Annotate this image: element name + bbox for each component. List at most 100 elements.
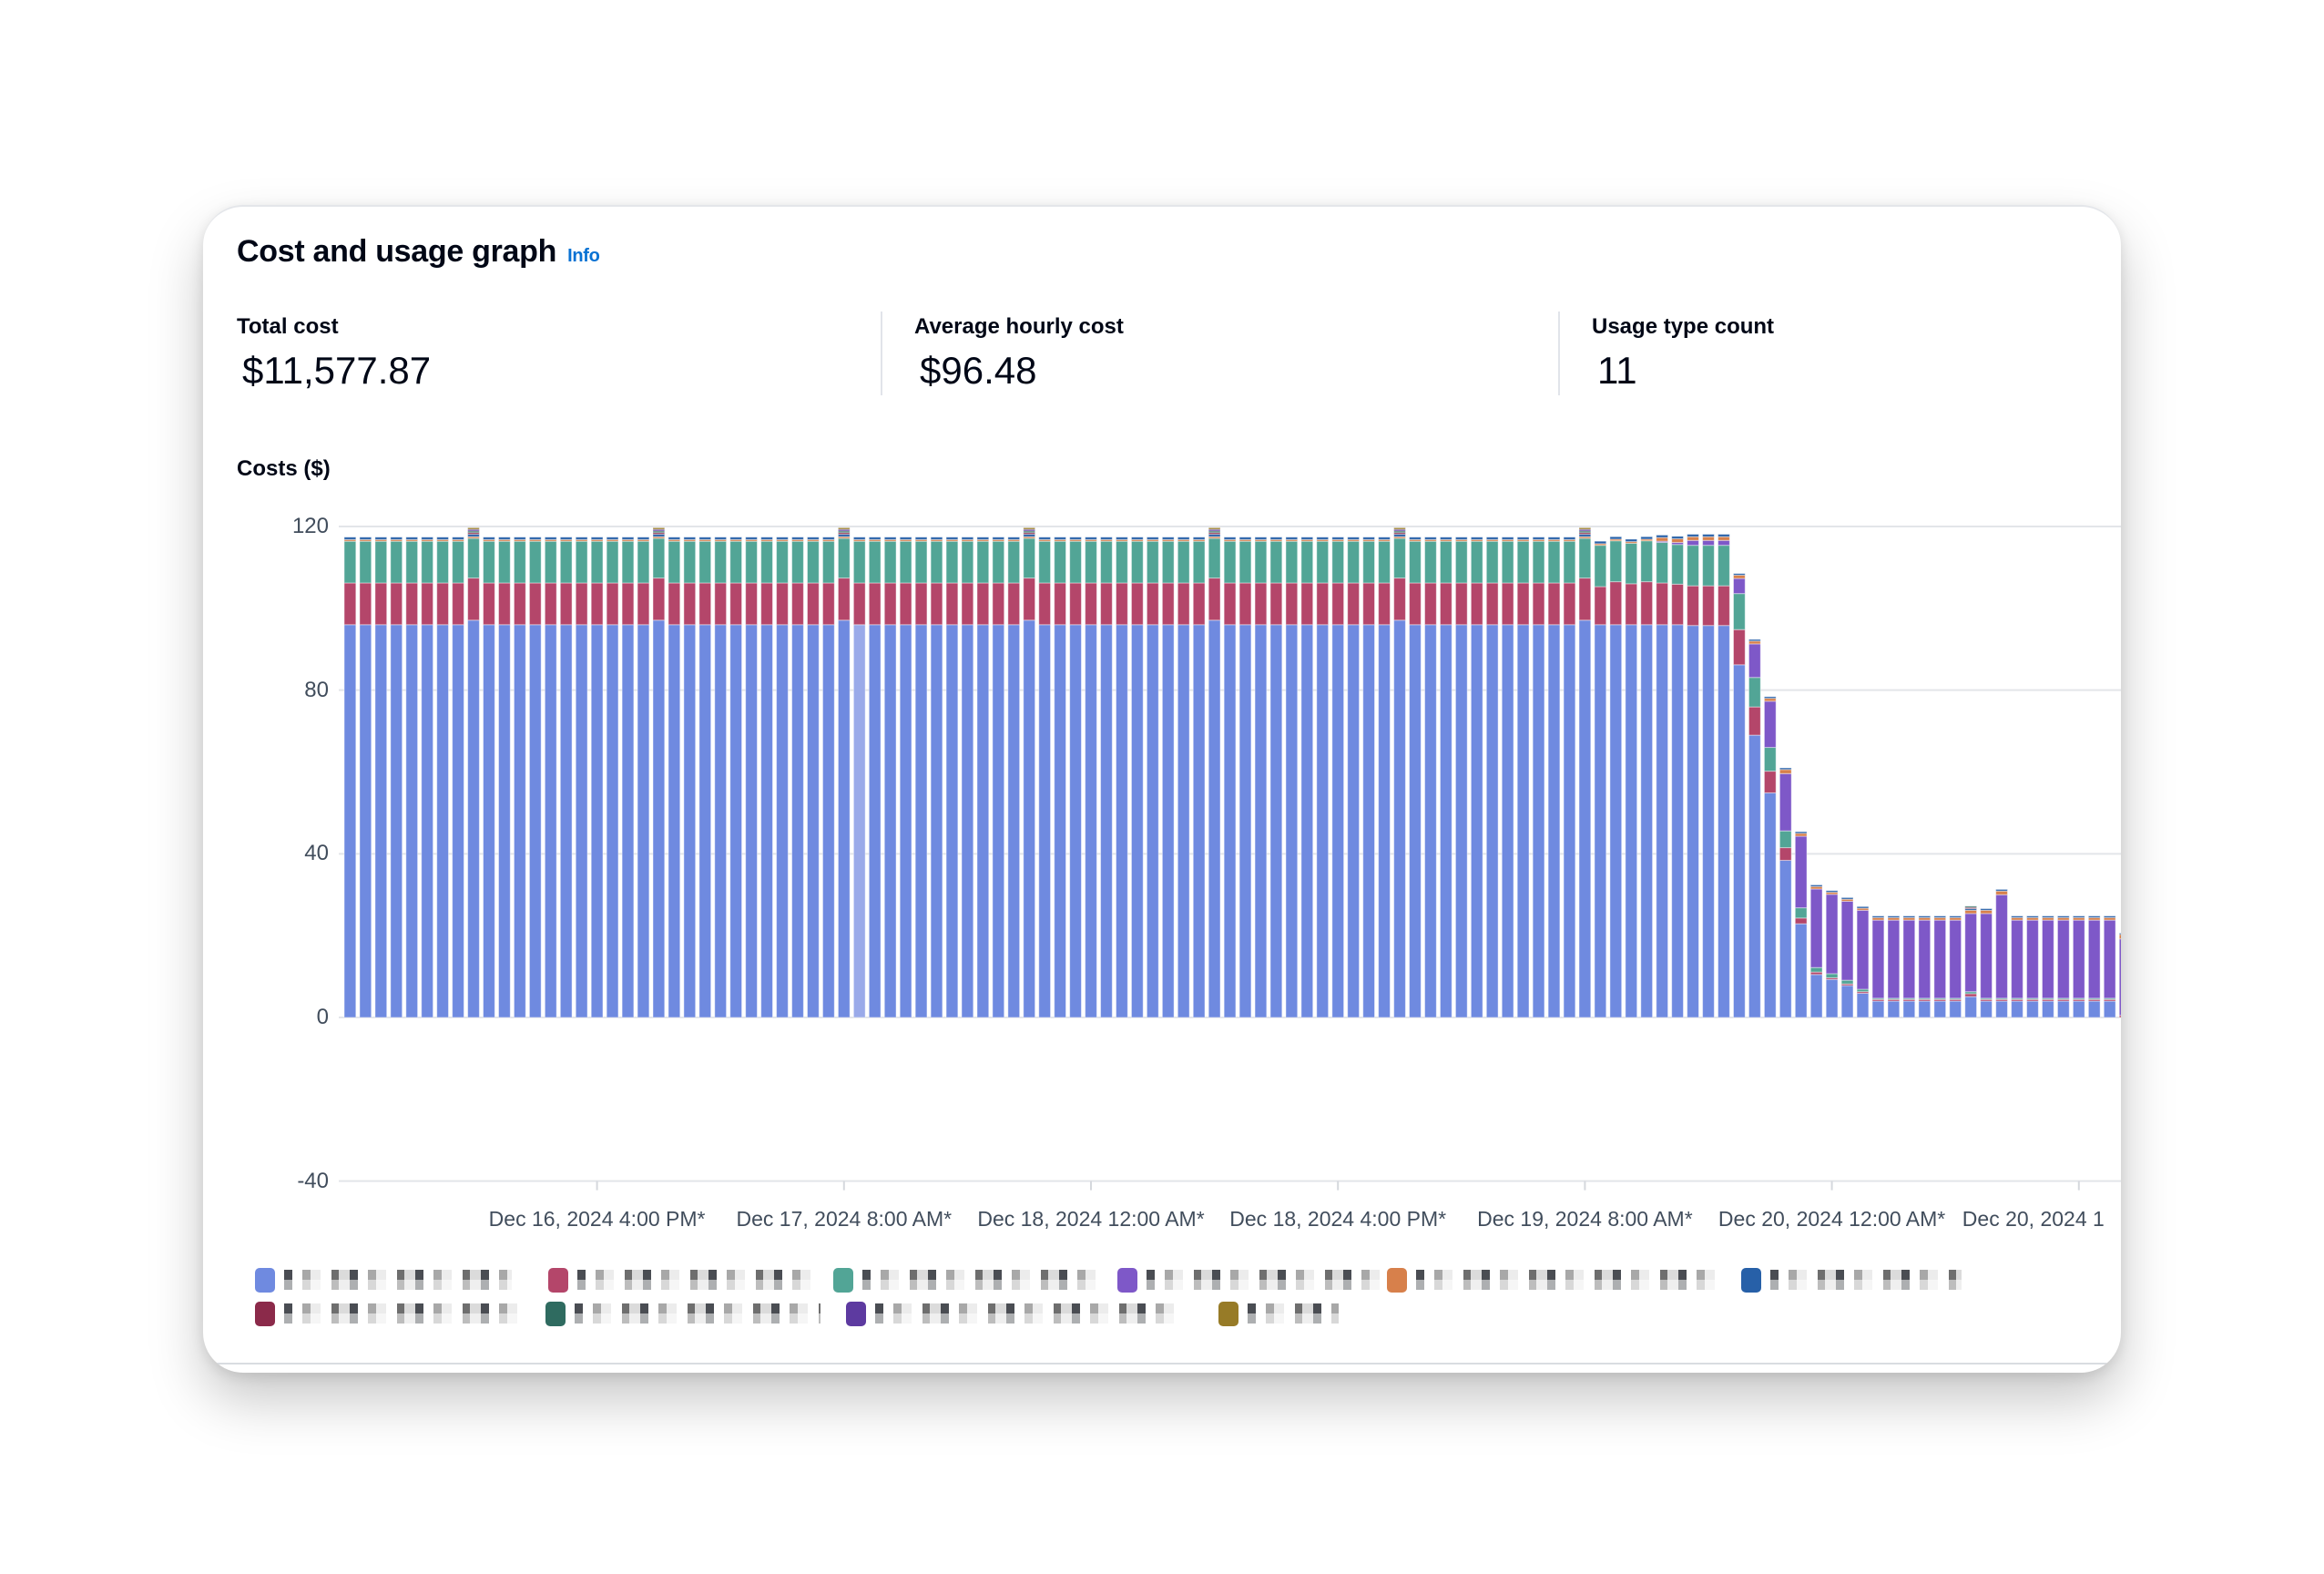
bar-segment[interactable] (1116, 540, 1128, 584)
bar-segment[interactable] (590, 582, 604, 626)
bar-segment[interactable] (1069, 582, 1082, 626)
bar-segment[interactable] (899, 582, 912, 626)
bar-segment[interactable] (1130, 624, 1144, 1018)
bar-segment[interactable] (1609, 536, 1623, 540)
bar-segment[interactable] (2118, 1015, 2121, 1018)
bar-segment[interactable] (1347, 537, 1361, 540)
bar-segment[interactable] (868, 540, 882, 584)
bar-segment[interactable] (1625, 542, 1638, 585)
bar-segment[interactable] (1779, 769, 1792, 774)
bar-segment[interactable] (606, 624, 619, 1018)
bar-segment[interactable] (1285, 540, 1299, 584)
bar-segment[interactable] (1733, 664, 1746, 1018)
bar-segment[interactable] (1393, 577, 1406, 621)
bar-segment[interactable] (1825, 973, 1839, 978)
bar-segment[interactable] (1640, 581, 1654, 626)
bar-segment[interactable] (590, 624, 604, 1018)
bar-segment[interactable] (1887, 1000, 1901, 1018)
bar-segment[interactable] (1718, 625, 1730, 1018)
bar-segment[interactable] (1439, 537, 1452, 540)
bar-segment[interactable] (1454, 624, 1468, 1018)
bar-segment[interactable] (652, 526, 666, 530)
bar-segment[interactable] (791, 624, 804, 1018)
bar-segment[interactable] (1609, 540, 1623, 583)
bar-segment[interactable] (1687, 545, 1699, 587)
bar-segment[interactable] (575, 582, 588, 626)
bar-segment[interactable] (1223, 582, 1237, 626)
bar-segment[interactable] (1316, 624, 1330, 1018)
bar-segment[interactable] (807, 540, 820, 584)
bar-segment[interactable] (1285, 582, 1299, 626)
bar-segment[interactable] (837, 577, 851, 621)
bar-segment[interactable] (390, 624, 403, 1018)
bar-segment[interactable] (1887, 915, 1901, 918)
bar-segment[interactable] (483, 540, 495, 584)
bar-segment[interactable] (1748, 643, 1761, 679)
bar-segment[interactable] (930, 540, 943, 584)
bar-segment[interactable] (1347, 624, 1361, 1018)
bar-segment[interactable] (745, 624, 759, 1018)
bar-segment[interactable] (343, 537, 357, 540)
bar-segment[interactable] (1840, 985, 1854, 1018)
bar-segment[interactable] (1794, 907, 1808, 919)
bar-segment[interactable] (1794, 835, 1808, 909)
bar-segment[interactable] (1733, 574, 1746, 579)
bar-segment[interactable] (637, 537, 650, 540)
bar-segment[interactable] (698, 624, 712, 1018)
bar-segment[interactable] (2072, 915, 2085, 918)
bar-segment[interactable] (1702, 536, 1715, 541)
bar-segment[interactable] (421, 582, 434, 626)
bar-segment[interactable] (1609, 581, 1623, 626)
bar-segment[interactable] (1485, 582, 1499, 626)
bar-segment[interactable] (1563, 624, 1576, 1018)
bar-segment[interactable] (1023, 526, 1036, 530)
bar-segment[interactable] (590, 540, 604, 584)
bar-segment[interactable] (1516, 582, 1530, 626)
bar-segment[interactable] (1871, 915, 1885, 918)
bar-segment[interactable] (1100, 537, 1113, 540)
bar-segment[interactable] (1023, 537, 1036, 579)
bar-segment[interactable] (1238, 582, 1252, 626)
bar-segment[interactable] (1116, 582, 1128, 626)
bar-segment[interactable] (1779, 860, 1792, 1018)
bar-segment[interactable] (528, 537, 542, 540)
bar-segment[interactable] (2042, 1000, 2054, 1018)
bar-segment[interactable] (1161, 624, 1175, 1018)
bar-segment[interactable] (776, 537, 789, 540)
bar-segment[interactable] (1949, 998, 1962, 1002)
bar-segment[interactable] (606, 537, 619, 540)
bar-segment[interactable] (1254, 537, 1268, 540)
bar-segment[interactable] (2103, 915, 2116, 918)
bar-segment[interactable] (945, 537, 959, 540)
bar-segment[interactable] (698, 537, 712, 540)
bar-segment[interactable] (1347, 582, 1361, 626)
bar-segment[interactable] (1871, 998, 1885, 1002)
bar-segment[interactable] (2118, 934, 2121, 940)
bar-segment[interactable] (452, 624, 464, 1018)
bar-segment[interactable] (2011, 915, 2023, 918)
bar-segment[interactable] (1362, 582, 1375, 626)
bar-segment[interactable] (1409, 537, 1422, 540)
bar-segment[interactable] (745, 582, 759, 626)
bar-segment[interactable] (729, 537, 743, 540)
bar-segment[interactable] (714, 624, 728, 1018)
bar-segment[interactable] (1300, 537, 1314, 540)
bar-segment[interactable] (961, 537, 974, 540)
legend-item[interactable] (846, 1300, 1176, 1327)
bar-segment[interactable] (976, 540, 990, 584)
bar-segment[interactable] (1223, 537, 1237, 540)
bar-segment[interactable] (2026, 1000, 2039, 1018)
bar-segment[interactable] (1269, 540, 1283, 584)
bar-segment[interactable] (1285, 537, 1299, 540)
bar-segment[interactable] (1161, 540, 1175, 584)
bar-segment[interactable] (1331, 537, 1345, 540)
bar-segment[interactable] (1949, 919, 1962, 999)
bar-segment[interactable] (899, 537, 912, 540)
bar-segment[interactable] (1300, 540, 1314, 584)
bar-segment[interactable] (1532, 540, 1545, 584)
bar-segment[interactable] (1485, 537, 1499, 540)
bar-segment[interactable] (1625, 538, 1638, 543)
bar-segment[interactable] (1100, 540, 1113, 584)
bar-segment[interactable] (1594, 586, 1607, 626)
bar-segment[interactable] (1238, 540, 1252, 584)
